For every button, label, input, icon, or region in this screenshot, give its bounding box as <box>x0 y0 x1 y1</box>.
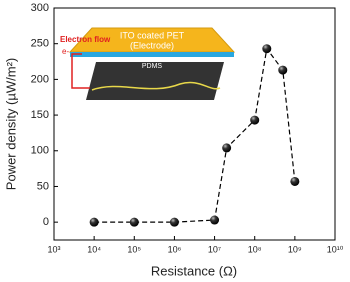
x-axis-label: Resistance (Ω) <box>151 263 237 278</box>
data-point <box>129 217 139 227</box>
x-tick-label: 10⁸ <box>248 244 262 254</box>
x-tick-label: 10⁵ <box>127 244 141 254</box>
data-point <box>262 44 272 54</box>
data-point <box>250 115 260 125</box>
y-tick-label: 300 <box>31 2 49 14</box>
inset-label: ITO coated PET <box>120 30 185 40</box>
y-tick-label: 100 <box>31 145 49 157</box>
y-tick-label: 250 <box>31 38 49 50</box>
x-tick-label: 10³ <box>47 244 60 254</box>
data-point <box>222 143 232 153</box>
x-tick-label: 10⁹ <box>288 244 302 254</box>
x-tick-label: 10⁴ <box>87 244 101 254</box>
plot-frame <box>53 7 336 241</box>
y-tick-label: 50 <box>37 180 49 192</box>
data-point <box>290 176 300 186</box>
inset-diagram: ITO coated PET (Electrode) PDMS Electron… <box>60 27 236 100</box>
inset-label: (Electrode) <box>130 40 174 50</box>
inset-label: Electron flow <box>60 35 111 44</box>
data-point <box>278 65 288 75</box>
inset-label: e- <box>62 47 69 56</box>
y-tick-label: 150 <box>31 109 49 121</box>
y-tick-label: 0 <box>43 216 49 228</box>
data-point <box>169 217 179 227</box>
y-axis-label: Power density (µW/m²) <box>3 58 18 190</box>
data-point <box>210 215 220 225</box>
y-tick-label: 200 <box>31 73 49 85</box>
x-tick-label: 10¹⁰ <box>327 244 344 254</box>
x-tick-label: 10⁶ <box>168 244 182 254</box>
inset-label: PDMS <box>142 63 163 70</box>
x-tick-label: 10⁷ <box>208 244 221 254</box>
data-point <box>89 217 99 227</box>
